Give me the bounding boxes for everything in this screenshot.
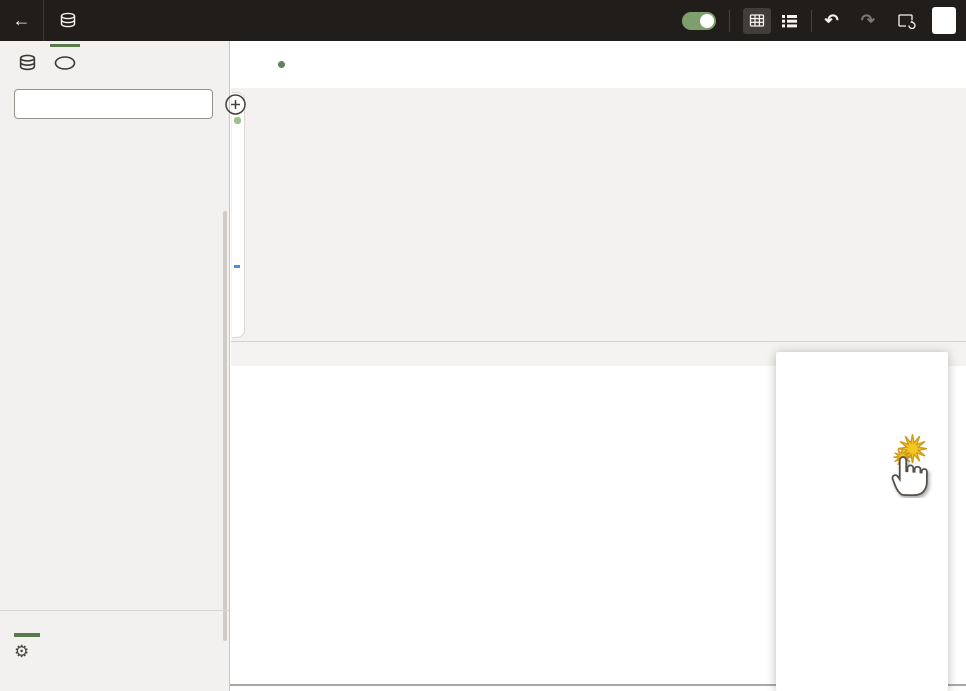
column-cards-strip bbox=[231, 88, 966, 341]
arrow-left-icon: ← bbox=[13, 10, 31, 31]
database-icon bbox=[18, 54, 37, 73]
plus-circle-icon bbox=[223, 92, 248, 117]
add-step-button[interactable] bbox=[223, 92, 248, 117]
active-property-tab-indicator bbox=[14, 633, 40, 637]
grid-view-button[interactable] bbox=[743, 8, 771, 34]
sidebar-scrollbar[interactable] bbox=[223, 211, 227, 641]
preparation-steps-list bbox=[0, 163, 222, 610]
applied-dot bbox=[278, 61, 285, 68]
redo-button[interactable]: ↷ bbox=[861, 11, 875, 31]
grid-view-icon bbox=[749, 13, 765, 28]
column-properties-panel: ⚙ bbox=[0, 610, 229, 691]
divider bbox=[811, 10, 812, 32]
tab-preparation-steps[interactable] bbox=[46, 41, 84, 85]
list-view-button[interactable] bbox=[781, 14, 798, 28]
tab-data[interactable] bbox=[8, 41, 46, 85]
refresh-preview-icon bbox=[897, 12, 916, 30]
column-context-menu bbox=[776, 352, 948, 691]
refresh-preview-button[interactable] bbox=[897, 12, 916, 30]
divider bbox=[729, 10, 730, 32]
top-bar: ← bbox=[0, 0, 966, 41]
axis-label-fragment bbox=[234, 265, 240, 268]
sidebar-tabs bbox=[0, 41, 229, 85]
redo-icon: ↷ bbox=[861, 11, 875, 31]
undo-button[interactable]: ↶ bbox=[825, 11, 839, 31]
formatting-toggle[interactable] bbox=[682, 12, 716, 30]
gear-icon[interactable]: ⚙ bbox=[14, 643, 29, 660]
search-row bbox=[0, 85, 229, 123]
edit-definition-button[interactable] bbox=[932, 7, 956, 34]
search-input[interactable] bbox=[14, 89, 213, 119]
partial-column-card[interactable] bbox=[232, 92, 245, 338]
prepare-flow-icon bbox=[53, 55, 77, 71]
list-view-icon bbox=[781, 14, 798, 28]
quality-bar-fragment bbox=[234, 117, 241, 124]
step-breadcrumb bbox=[231, 41, 966, 88]
dataset-icon bbox=[59, 12, 77, 30]
back-button[interactable]: ← bbox=[0, 0, 44, 41]
preparation-sidebar: ⚙ bbox=[0, 41, 230, 691]
dataset-editor-window: ← bbox=[0, 0, 966, 691]
toggle-knob bbox=[700, 14, 714, 28]
undo-icon: ↶ bbox=[825, 11, 839, 31]
